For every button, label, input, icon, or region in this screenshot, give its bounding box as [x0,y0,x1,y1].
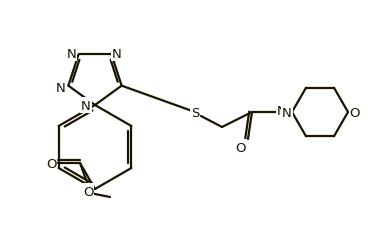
Text: N: N [112,48,121,61]
Text: N: N [81,99,91,112]
Text: O: O [350,106,360,119]
Text: N: N [67,48,76,61]
Text: O: O [83,185,93,198]
Text: O: O [46,157,56,170]
Text: N: N [282,106,292,119]
Text: N: N [277,104,287,117]
Text: O: O [236,141,246,154]
Text: S: S [191,106,199,119]
Text: N: N [56,82,65,95]
